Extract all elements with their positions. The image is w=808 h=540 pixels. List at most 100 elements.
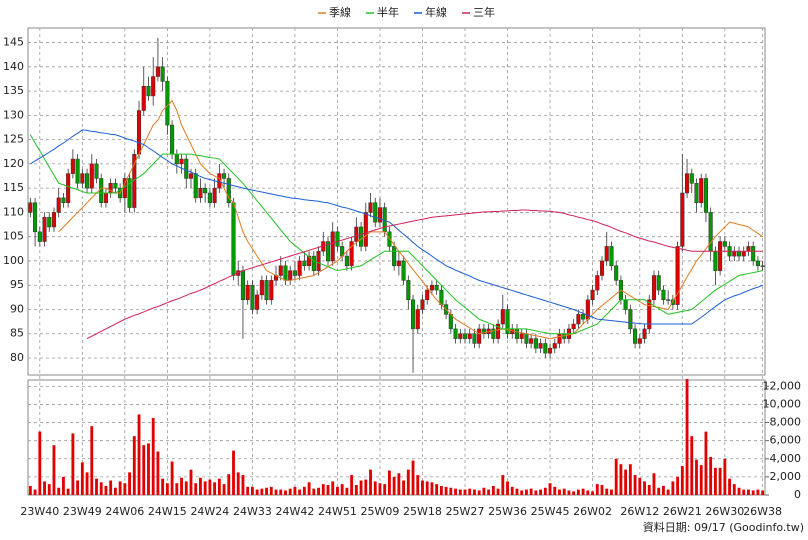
volume-bar — [425, 481, 429, 495]
candle-body — [292, 270, 297, 276]
candle-body — [259, 280, 264, 296]
volume-bar — [586, 490, 590, 495]
volume-bar — [737, 487, 741, 495]
candle-body — [136, 110, 142, 155]
x-tick-label: 24W42 — [275, 505, 314, 518]
candle-body — [392, 246, 397, 267]
x-tick-label: 24W06 — [105, 505, 144, 518]
volume-bar — [33, 489, 37, 495]
candle-body — [496, 323, 501, 339]
volume-bar — [439, 485, 443, 495]
ma-line — [30, 129, 763, 325]
volume-bar — [241, 475, 245, 495]
x-tick-label: 24W51 — [318, 505, 357, 518]
volume-bar — [482, 487, 486, 495]
volume-bar — [170, 461, 174, 495]
volume-bar — [676, 476, 680, 495]
candle-body — [415, 309, 420, 330]
candle-body — [387, 231, 392, 247]
volume-bar — [614, 458, 618, 495]
candle-body — [448, 314, 453, 330]
volume-bar — [203, 481, 207, 495]
candle-body — [722, 241, 727, 247]
volume-bar — [491, 485, 495, 495]
candle-body — [462, 333, 468, 339]
x-tick-label: 24W15 — [148, 505, 187, 518]
volume-bar — [189, 469, 193, 495]
volume-bar — [62, 476, 65, 495]
candle-body — [599, 260, 605, 276]
volume-bar — [123, 483, 127, 495]
candle-body — [47, 217, 52, 228]
candle-body — [141, 85, 146, 111]
volume-bar — [118, 481, 122, 495]
candle-body — [708, 212, 713, 252]
candle-body — [207, 192, 212, 203]
volume-bar — [548, 483, 552, 495]
volume-bar — [463, 489, 467, 495]
volume-bar — [284, 490, 287, 495]
candle-body — [481, 328, 486, 334]
x-tick-label: 23W40 — [20, 505, 59, 518]
volume-bar — [638, 477, 642, 495]
volume-bar — [454, 488, 457, 495]
candle-body — [533, 338, 538, 349]
legend-label: 三年 — [473, 5, 495, 19]
y-tick-label: 135 — [3, 84, 24, 97]
y-tick-label: 130 — [3, 108, 24, 121]
x-tick-label: 26W38 — [743, 505, 782, 518]
volume-bar — [501, 475, 505, 495]
candle-body — [193, 173, 198, 199]
candle-body — [628, 309, 633, 330]
candle-body — [505, 309, 510, 334]
volume-bar — [529, 488, 533, 495]
x-tick-label: 25W45 — [531, 505, 570, 518]
candle-body — [642, 328, 647, 339]
volume-bar — [199, 477, 202, 495]
candle-body — [373, 202, 378, 223]
volume-bar — [90, 426, 94, 495]
candle-body — [751, 246, 756, 262]
volume-bar — [747, 489, 750, 495]
volume-bar — [695, 459, 698, 495]
x-tick-label: 26W02 — [573, 505, 612, 518]
volume-bar — [208, 479, 212, 495]
y-tick-label: 145 — [3, 36, 24, 49]
candle-body — [401, 260, 406, 281]
volume-bar — [647, 485, 651, 495]
y-tick-label: 80 — [10, 351, 24, 364]
volume-bar — [52, 445, 56, 495]
volume-bar — [227, 474, 231, 495]
volume-bar — [142, 445, 146, 495]
y2-tick-label: 12,000 — [763, 379, 802, 392]
volume-bar — [397, 473, 401, 495]
volume-bar — [109, 480, 113, 495]
candle-body — [113, 183, 118, 189]
candle-body — [557, 333, 562, 344]
volume-bar — [520, 490, 524, 495]
y-tick-label: 125 — [3, 133, 24, 146]
volume-bar — [326, 485, 330, 495]
candle-body — [222, 173, 227, 179]
volume-bar — [657, 487, 661, 495]
volume-bar — [525, 489, 528, 495]
x-tick-label: 26W12 — [620, 505, 659, 518]
volume-bar — [161, 478, 165, 495]
candle-body — [425, 289, 430, 301]
x-tick-label: 25W36 — [488, 505, 527, 518]
volume-bar — [383, 484, 387, 495]
candle-body — [240, 270, 246, 301]
candle-body — [344, 255, 349, 267]
candle-body — [127, 178, 132, 208]
volume-bar — [562, 488, 566, 495]
volume-bar — [751, 490, 755, 495]
volume-bar — [515, 488, 519, 495]
volume-bar — [610, 489, 613, 495]
volume-bar — [95, 478, 98, 495]
volume-bar — [350, 475, 354, 495]
candle-body — [458, 333, 463, 339]
volume-bar — [156, 451, 160, 495]
volume-bar — [80, 462, 84, 495]
candle-body — [330, 231, 335, 262]
candle-body — [614, 265, 619, 281]
